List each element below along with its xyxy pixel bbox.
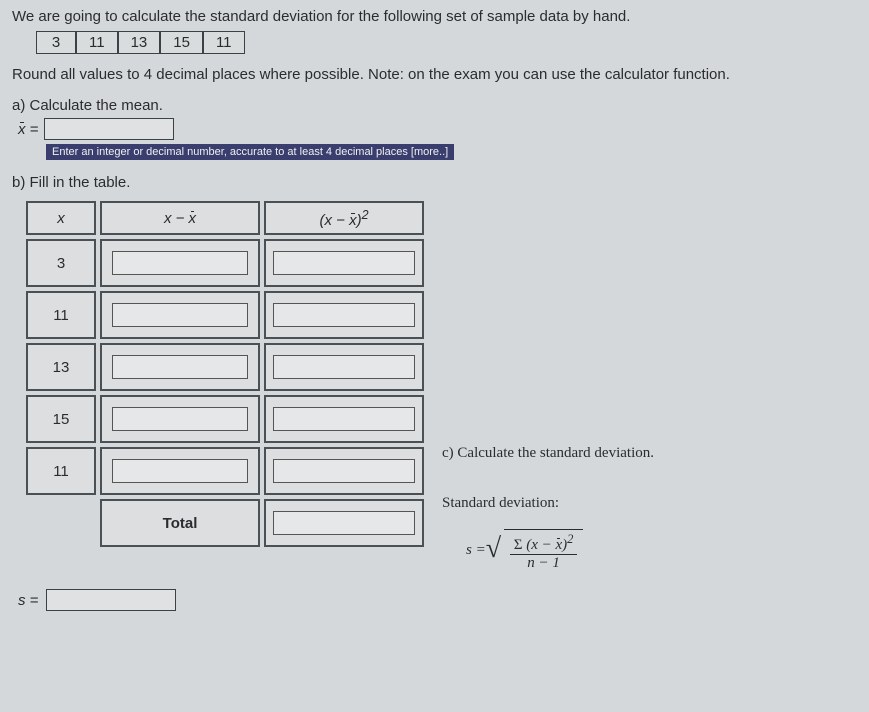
diff-input[interactable] [112, 407, 248, 431]
diff-input[interactable] [112, 355, 248, 379]
data-cell: 11 [76, 31, 118, 54]
part-a-label: a) Calculate the mean. [12, 97, 857, 114]
denominator: n − 1 [527, 555, 560, 571]
sq-input[interactable] [273, 355, 415, 379]
data-cell: 15 [160, 31, 203, 54]
rounding-note: Round all values to 4 decimal places whe… [12, 66, 857, 83]
table-total-row: Total [26, 499, 424, 547]
x-cell: 13 [26, 343, 96, 391]
calc-table: x x − x (x − x)2 3 11 13 15 11 [22, 197, 428, 551]
part-c-label: c) Calculate the standard deviation. [442, 445, 654, 462]
sq-input[interactable] [273, 251, 415, 275]
part-b-label: b) Fill in the table. [12, 174, 857, 191]
x-cell: 3 [26, 239, 96, 287]
s-answer-label: s = [18, 592, 38, 609]
std-label: Standard deviation: [442, 495, 559, 512]
radical-icon: √ [486, 533, 501, 565]
data-cell: 13 [118, 31, 161, 54]
s-answer-input[interactable] [46, 589, 176, 611]
table-row: 11 [26, 291, 424, 339]
total-input[interactable] [273, 511, 415, 535]
diff-input[interactable] [112, 251, 248, 275]
diff-input[interactable] [112, 459, 248, 483]
sample-data-row: 3 11 13 15 11 [36, 31, 857, 54]
col-header-diff: x − x [100, 201, 260, 235]
sq-input[interactable] [273, 303, 415, 327]
table-row: 3 [26, 239, 424, 287]
total-label: Total [100, 499, 260, 547]
diff-input[interactable] [112, 303, 248, 327]
x-cell: 11 [26, 291, 96, 339]
table-row: 11 [26, 447, 424, 495]
calc-table-area: x x − x (x − x)2 3 11 13 15 11 [22, 197, 857, 551]
mean-symbol: x = [18, 121, 38, 138]
std-formula: s = √ Σ (x − x)2 n − 1 [442, 525, 583, 572]
x-cell: 11 [26, 447, 96, 495]
mean-input[interactable] [44, 118, 174, 140]
sq-input[interactable] [273, 407, 415, 431]
sigma-symbol: Σ [514, 537, 523, 553]
col-header-x: x [26, 201, 96, 235]
sq-input[interactable] [273, 459, 415, 483]
table-row: 13 [26, 343, 424, 391]
x-cell: 15 [26, 395, 96, 443]
data-cell: 11 [203, 31, 245, 54]
input-hint[interactable]: Enter an integer or decimal number, accu… [46, 144, 454, 160]
intro-text: We are going to calculate the standard d… [12, 8, 857, 25]
table-row: 15 [26, 395, 424, 443]
s-equals: s = [466, 542, 486, 559]
data-cell: 3 [36, 31, 76, 54]
col-header-sq: (x − x)2 [264, 201, 424, 235]
